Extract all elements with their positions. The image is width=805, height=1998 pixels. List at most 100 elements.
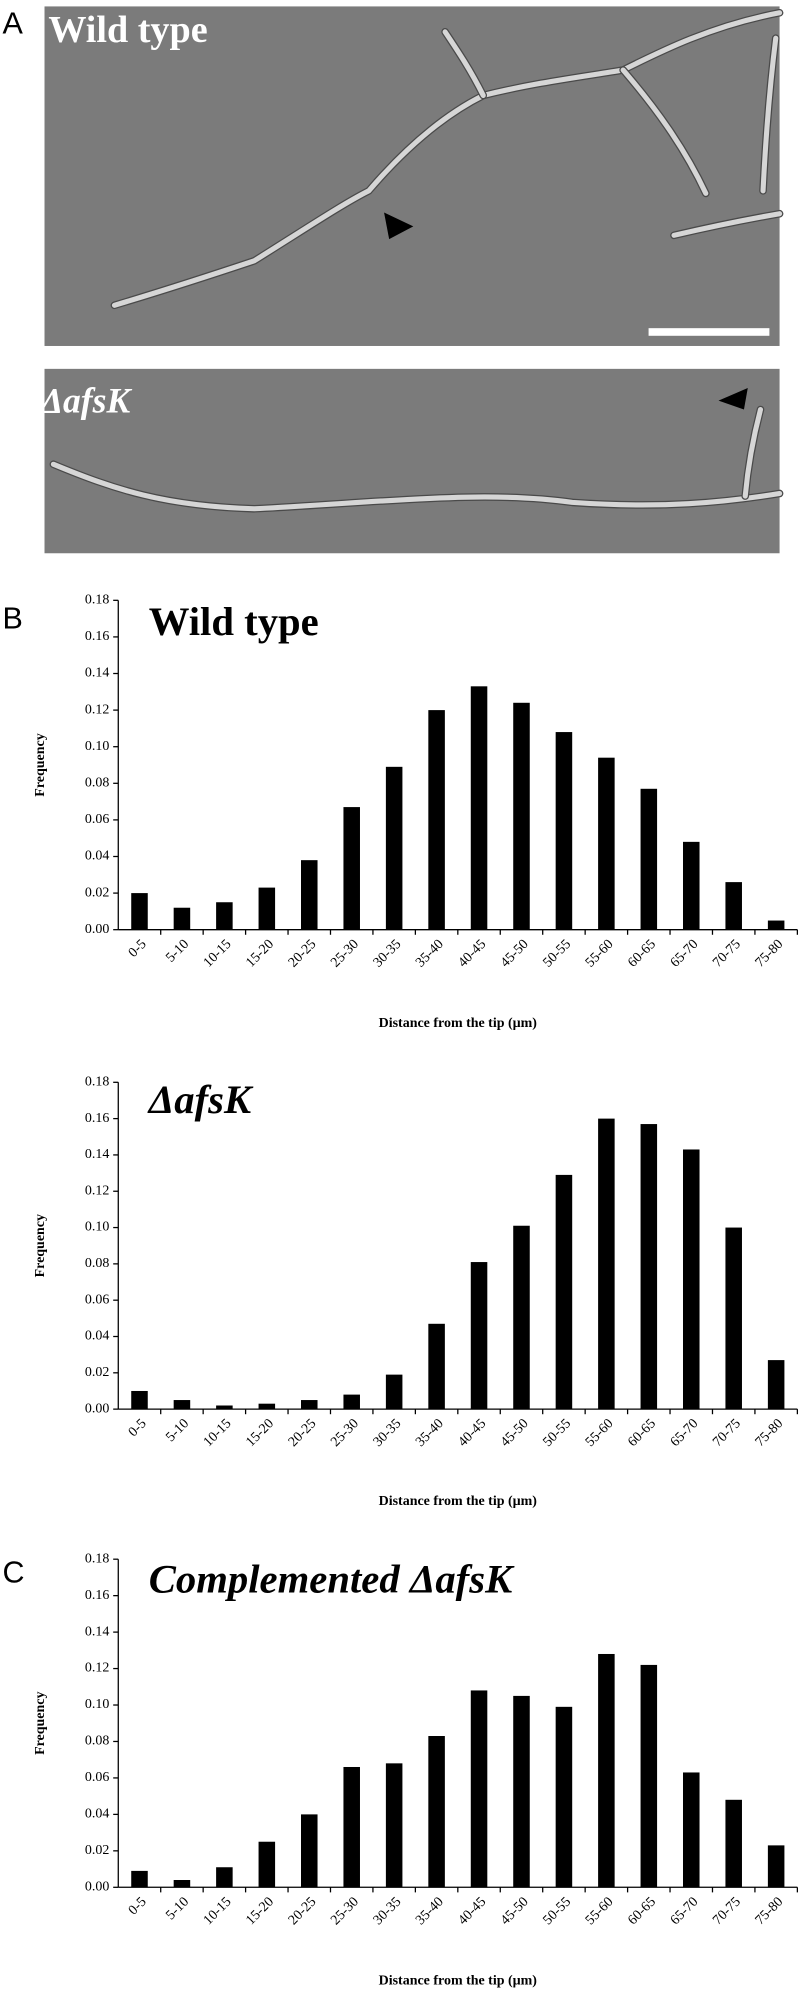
bar bbox=[640, 1664, 658, 1888]
bar bbox=[343, 807, 360, 930]
panel-label: B bbox=[3, 602, 23, 636]
bar bbox=[767, 1845, 785, 1888]
x-tick-label: 65-70 bbox=[668, 937, 702, 971]
x-tick-label: 55-60 bbox=[583, 937, 617, 971]
y-tick-label: 0.08 bbox=[85, 776, 109, 791]
y-tick-label: 0.04 bbox=[85, 1807, 109, 1822]
y-tick-label: 0.18 bbox=[85, 593, 109, 608]
y-tick-label: 0.06 bbox=[85, 812, 109, 827]
bar bbox=[428, 1736, 445, 1888]
y-tick-label: 0.10 bbox=[85, 1220, 109, 1235]
bar bbox=[598, 757, 615, 930]
bar bbox=[513, 1695, 530, 1888]
x-tick-label: 70-75 bbox=[710, 937, 744, 971]
x-tick-label: 70-75 bbox=[710, 1416, 744, 1450]
x-tick-label: 40-45 bbox=[456, 937, 490, 971]
x-tick-label: 0-5 bbox=[126, 937, 150, 961]
y-tick-label: 0.10 bbox=[85, 739, 109, 754]
y-tick-label: 0.00 bbox=[85, 1880, 109, 1895]
x-tick-label: 75-80 bbox=[753, 937, 787, 971]
bar bbox=[258, 887, 276, 930]
x-tick-label: 35-40 bbox=[413, 1894, 447, 1928]
x-axis-label: Distance from the tip (µm) bbox=[379, 1016, 538, 1031]
x-tick-label: 40-45 bbox=[456, 1416, 490, 1450]
x-tick-label: 30-35 bbox=[371, 1416, 405, 1450]
y-tick-label: 0.12 bbox=[85, 1661, 109, 1676]
bar bbox=[640, 788, 658, 930]
x-tick-label: 30-35 bbox=[371, 937, 405, 971]
bar bbox=[767, 920, 785, 930]
x-tick-label: 0-5 bbox=[126, 1894, 150, 1918]
bar bbox=[301, 1400, 318, 1410]
bar bbox=[513, 1225, 530, 1410]
y-tick-label: 0.08 bbox=[85, 1256, 109, 1271]
bar bbox=[725, 882, 742, 930]
x-tick-label: 50-55 bbox=[540, 937, 574, 971]
bar bbox=[131, 1390, 148, 1410]
y-tick-label: 0.10 bbox=[85, 1697, 109, 1712]
y-tick-label: 0.08 bbox=[85, 1734, 109, 1749]
y-tick-label: 0.06 bbox=[85, 1770, 109, 1785]
x-tick-label: 25-30 bbox=[328, 937, 362, 971]
bar bbox=[258, 1403, 276, 1410]
bar bbox=[343, 1766, 360, 1888]
x-tick-label: 15-20 bbox=[243, 937, 277, 971]
x-tick-label: 15-20 bbox=[243, 1416, 277, 1450]
x-tick-label: 50-55 bbox=[540, 1416, 574, 1450]
bar bbox=[598, 1118, 615, 1410]
x-tick-label: 60-65 bbox=[625, 1416, 659, 1450]
x-tick-label: 60-65 bbox=[625, 1894, 659, 1928]
x-tick-label: 10-15 bbox=[201, 1416, 235, 1450]
panel-label: C bbox=[3, 1556, 25, 1590]
y-tick-label: 0.12 bbox=[85, 702, 109, 717]
bar bbox=[513, 702, 530, 930]
y-tick-label: 0.14 bbox=[85, 1624, 109, 1639]
x-tick-label: 35-40 bbox=[413, 1416, 447, 1450]
bar bbox=[385, 1763, 403, 1888]
x-tick-label: 50-55 bbox=[540, 1894, 574, 1928]
y-axis-label: Frequency bbox=[33, 733, 48, 796]
bar bbox=[301, 860, 318, 930]
y-tick-label: 0.14 bbox=[85, 1147, 109, 1162]
bar bbox=[555, 1174, 573, 1410]
bar bbox=[555, 1706, 573, 1888]
x-tick-label: 10-15 bbox=[201, 1894, 235, 1928]
bar bbox=[682, 841, 700, 930]
panel-label: A bbox=[3, 7, 24, 41]
bar bbox=[216, 1867, 233, 1888]
y-tick-label: 0.06 bbox=[85, 1292, 109, 1307]
x-tick-label: 40-45 bbox=[456, 1894, 490, 1928]
y-tick-label: 0.18 bbox=[85, 1075, 109, 1090]
micrograph: ΔafsK bbox=[39, 368, 784, 554]
y-tick-label: 0.04 bbox=[85, 849, 109, 864]
chart-title: Complemented ΔafsK bbox=[149, 1557, 515, 1602]
x-tick-label: 55-60 bbox=[583, 1416, 617, 1450]
chart-title: Wild type bbox=[149, 599, 319, 644]
y-tick-label: 0.00 bbox=[85, 922, 109, 937]
x-tick-label: 10-15 bbox=[201, 937, 235, 971]
x-tick-label: 15-20 bbox=[243, 1894, 277, 1928]
x-tick-label: 5-10 bbox=[163, 1416, 192, 1445]
bar bbox=[216, 1405, 233, 1410]
x-tick-label: 45-50 bbox=[498, 937, 532, 971]
micrograph-label: Wild type bbox=[48, 9, 207, 51]
bar bbox=[173, 907, 191, 930]
micrograph-label: ΔafsK bbox=[39, 381, 133, 421]
x-tick-label: 70-75 bbox=[710, 1894, 744, 1928]
bar bbox=[725, 1227, 742, 1410]
bar bbox=[428, 1323, 445, 1410]
x-tick-label: 55-60 bbox=[583, 1894, 617, 1928]
chart: Complemented ΔafsK Frequency Distance from… bbox=[33, 1551, 799, 1989]
x-tick-label: 45-50 bbox=[498, 1416, 532, 1450]
chart-title: ΔafsK bbox=[147, 1077, 254, 1122]
x-tick-label: 35-40 bbox=[413, 937, 447, 971]
bar bbox=[682, 1772, 700, 1888]
y-axis-label: Frequency bbox=[33, 1214, 48, 1277]
x-tick-label: 25-30 bbox=[328, 1416, 362, 1450]
y-tick-label: 0.02 bbox=[85, 885, 109, 900]
y-tick-label: 0.04 bbox=[85, 1329, 109, 1344]
micrograph: Wild type bbox=[44, 6, 784, 346]
bar bbox=[173, 1880, 191, 1888]
x-tick-label: 20-25 bbox=[286, 937, 320, 971]
